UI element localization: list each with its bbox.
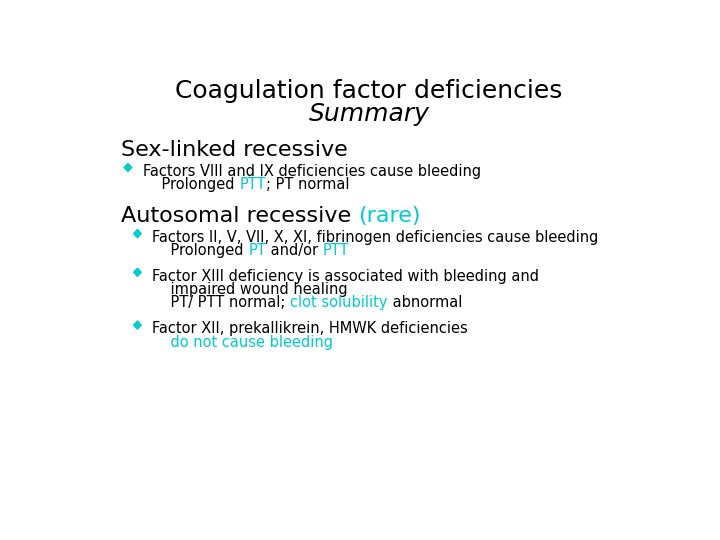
Text: Factor XIII deficiency is associated with bleeding and: Factor XIII deficiency is associated wit… [153, 268, 539, 284]
Polygon shape [134, 268, 141, 276]
Text: ; PT normal: ; PT normal [266, 177, 349, 192]
Polygon shape [124, 164, 132, 172]
Text: Factor XII, prekallikrein, HMWK deficiencies: Factor XII, prekallikrein, HMWK deficien… [153, 321, 468, 336]
Text: Prolonged: Prolonged [153, 243, 248, 258]
Text: clot solubility: clot solubility [290, 295, 388, 310]
Text: Coagulation factor deficiencies: Coagulation factor deficiencies [175, 79, 563, 103]
Text: Sex-linked recessive: Sex-linked recessive [121, 140, 348, 160]
Polygon shape [134, 321, 141, 329]
Text: impaired wound healing: impaired wound healing [153, 282, 348, 297]
Text: do not cause bleeding: do not cause bleeding [153, 335, 333, 350]
Text: PTT: PTT [323, 243, 350, 258]
Text: PT/ PTT normal;: PT/ PTT normal; [153, 295, 290, 310]
Polygon shape [134, 230, 141, 238]
Text: PT: PT [248, 243, 266, 258]
Text: (rare): (rare) [358, 206, 420, 226]
Text: abnormal: abnormal [388, 295, 462, 310]
Text: Summary: Summary [309, 102, 429, 126]
Text: Factors II, V, VII, X, XI, fibrinogen deficiencies cause bleeding: Factors II, V, VII, X, XI, fibrinogen de… [153, 230, 599, 245]
Text: PTT: PTT [239, 177, 266, 192]
Text: Prolonged: Prolonged [143, 177, 239, 192]
Text: Autosomal recessive: Autosomal recessive [121, 206, 358, 226]
Text: and/or: and/or [266, 243, 323, 258]
Text: Factors VIII and IX deficiencies cause bleeding: Factors VIII and IX deficiencies cause b… [143, 164, 481, 179]
